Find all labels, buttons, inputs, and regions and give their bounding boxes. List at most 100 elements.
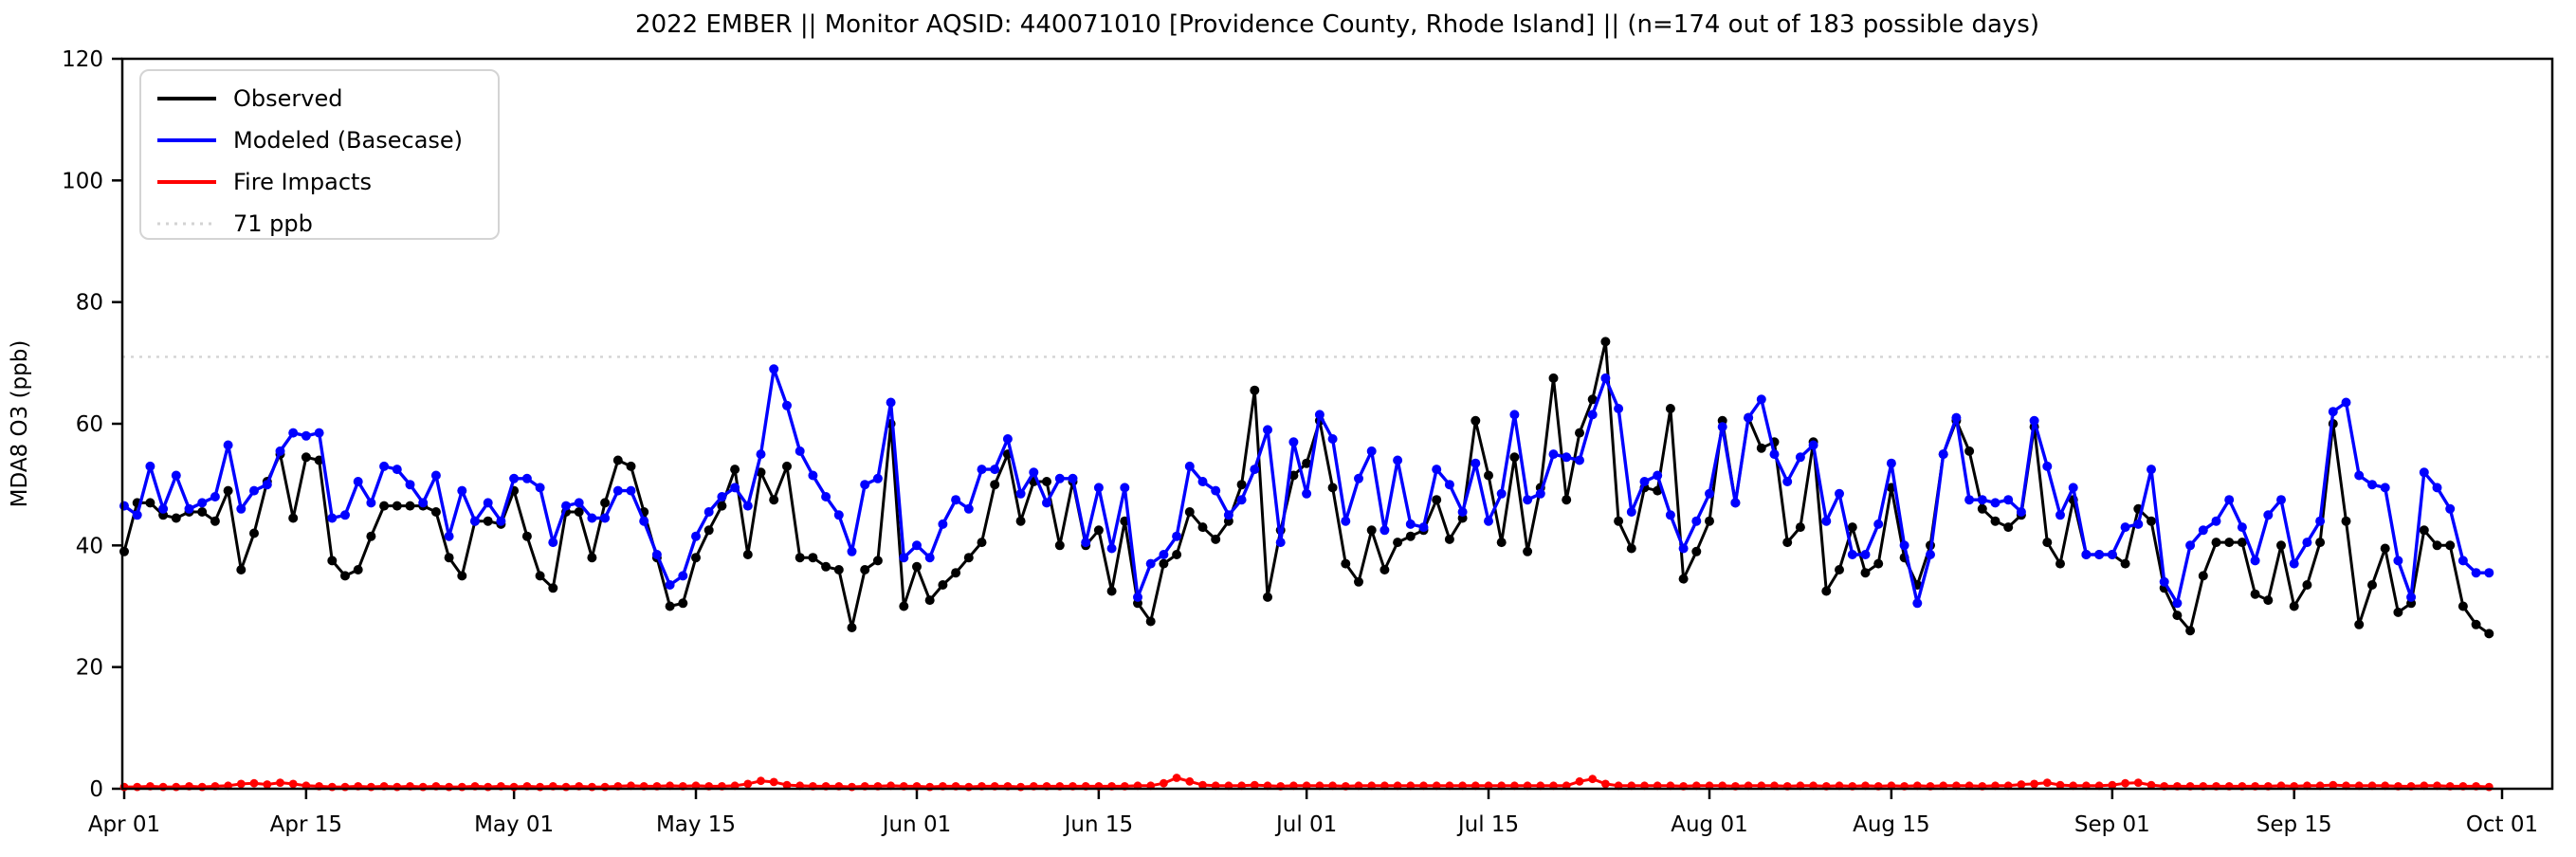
modeled-basecase-point <box>833 510 844 520</box>
modeled-basecase-point <box>430 470 441 481</box>
observed-point <box>1015 516 1026 526</box>
modeled-basecase-point <box>132 510 142 520</box>
modeled-basecase-point <box>1093 483 1104 493</box>
observed-point <box>2380 543 2390 554</box>
observed-point <box>1379 565 1390 574</box>
fire-impacts-point <box>249 778 259 788</box>
modeled-basecase-point <box>1250 465 1260 475</box>
observed-point <box>990 480 1000 490</box>
modeled-basecase-point <box>1029 467 1039 478</box>
observed-point <box>444 553 454 563</box>
modeled-basecase-point <box>2432 483 2442 493</box>
modeled-basecase-point <box>2003 495 2014 505</box>
modeled-basecase-point <box>262 480 272 490</box>
modeled-basecase-point <box>847 546 857 556</box>
observed-point <box>2198 571 2208 581</box>
observed-point <box>600 498 611 508</box>
modeled-basecase-point <box>951 495 961 505</box>
modeled-basecase-point <box>1587 410 1598 420</box>
observed-point <box>2276 540 2286 551</box>
x-tick-label: Jul 15 <box>1456 812 1519 837</box>
observed-point <box>1575 428 1584 438</box>
observed-point <box>1678 574 1689 584</box>
observed-point <box>1523 546 1533 556</box>
observed-point <box>1496 538 1507 548</box>
modeled-basecase-point <box>1614 404 1624 413</box>
observed-point <box>2224 538 2235 548</box>
y-axis-label: MDA8 O3 (ppb) <box>8 340 32 508</box>
observed-point <box>872 556 883 566</box>
modeled-basecase-point <box>1782 477 1793 486</box>
modeled-basecase-point <box>2250 556 2260 566</box>
observed-point <box>742 550 753 559</box>
modeled-basecase-point <box>1808 440 1818 450</box>
y-tick-label: 0 <box>89 777 103 802</box>
observed-point <box>2302 580 2312 590</box>
modeled-basecase-point <box>2237 522 2247 533</box>
modeled-basecase-point <box>1535 488 1545 499</box>
modeled-basecase-point <box>703 507 714 517</box>
observed-point <box>1327 483 1338 493</box>
fire-impacts-point <box>1172 774 1181 782</box>
observed-point <box>353 565 363 574</box>
chart-title: 2022 EMBER || Monitor AQSID: 440071010 [… <box>635 10 2039 39</box>
modeled-basecase-point <box>1626 507 1636 517</box>
modeled-basecase-point <box>1159 550 1169 559</box>
modeled-basecase-point <box>418 498 429 508</box>
fire-impacts-point <box>2055 780 2065 790</box>
observed-point <box>730 465 740 475</box>
modeled-basecase-point <box>2406 592 2417 602</box>
modeled-basecase-point <box>184 503 194 514</box>
modeled-basecase-point <box>197 498 208 508</box>
observed-point <box>2263 595 2274 606</box>
observed-point <box>1614 516 1624 526</box>
modeled-basecase-point <box>1496 488 1507 499</box>
observed-point <box>2471 619 2481 629</box>
modeled-basecase-point <box>301 430 311 441</box>
observed-point <box>2419 525 2429 536</box>
fire-impacts-point <box>236 779 246 789</box>
x-tick-label: Aug 01 <box>1671 812 1748 837</box>
observed-point <box>2211 538 2221 548</box>
modeled-basecase-point <box>1263 425 1272 435</box>
modeled-basecase-point <box>1847 550 1857 559</box>
fire-impacts-point <box>263 780 272 789</box>
x-tick-label: Sep 01 <box>2074 812 2150 837</box>
fire-impacts-point <box>2329 780 2338 790</box>
x-tick-label: Apr 01 <box>88 812 160 837</box>
modeled-basecase-point <box>678 571 688 581</box>
modeled-basecase-point <box>1302 488 1312 499</box>
modeled-basecase-point <box>2133 519 2144 529</box>
observed-point <box>847 623 857 632</box>
observed-point <box>1444 534 1454 544</box>
modeled-basecase-point <box>2029 415 2039 426</box>
observed-point <box>1665 404 1675 413</box>
observed-point <box>1835 565 1844 574</box>
observed-point <box>833 565 844 574</box>
observed-point <box>1302 458 1312 468</box>
observed-point <box>483 516 493 526</box>
modeled-basecase-point <box>769 364 779 374</box>
observed-point <box>1977 503 1987 514</box>
observed-point <box>977 538 987 548</box>
modeled-basecase-point <box>496 516 506 526</box>
observed-point <box>548 583 558 593</box>
observed-point <box>1821 586 1832 596</box>
fire-impacts-point <box>1198 780 1207 790</box>
modeled-basecase-point <box>483 498 493 508</box>
modeled-basecase-point <box>561 501 571 511</box>
modeled-basecase-point <box>1678 543 1689 554</box>
modeled-basecase-point <box>1042 498 1051 508</box>
modeled-basecase-point <box>1054 473 1065 483</box>
modeled-basecase-point <box>1899 540 1909 551</box>
modeled-basecase-point <box>1523 495 1533 505</box>
modeled-basecase-point <box>924 553 935 563</box>
modeled-basecase-point <box>1081 538 1091 548</box>
observed-point <box>2445 540 2456 551</box>
modeled-basecase-point <box>1236 495 1247 505</box>
observed-point <box>912 561 922 572</box>
modeled-basecase-point <box>730 483 740 493</box>
fire-impacts-point <box>2030 779 2039 789</box>
observed-point <box>626 461 636 471</box>
modeled-basecase-point <box>2471 568 2481 578</box>
